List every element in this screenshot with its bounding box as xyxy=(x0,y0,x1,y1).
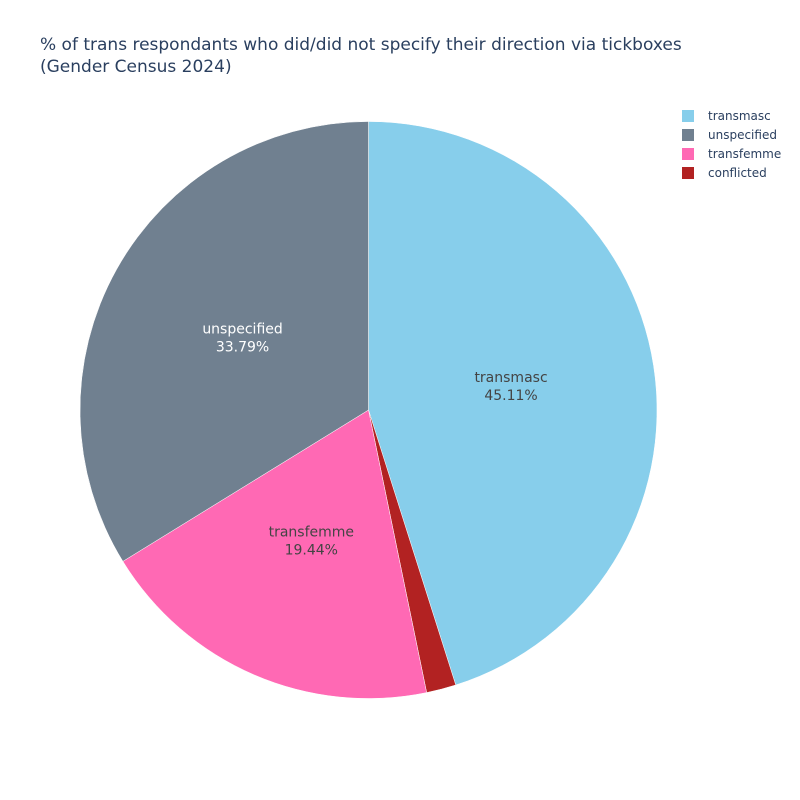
legend-item-transmasc[interactable]: transmasc xyxy=(682,106,781,125)
chart-title: % of trans respondants who did/did not s… xyxy=(40,34,682,78)
slice-label-unspecified: unspecified 33.79% xyxy=(202,322,282,356)
slice-label-name-transmasc: transmasc xyxy=(474,370,547,386)
legend: transmasc unspecified transfemme conflicted xyxy=(682,106,781,182)
legend-label-unspecified: unspecified xyxy=(708,127,777,142)
legend-label-conflicted: conflicted xyxy=(708,165,767,180)
slice-label-name-unspecified: unspecified xyxy=(202,322,282,338)
legend-swatch-conflicted xyxy=(682,166,694,179)
legend-label-transmasc: transmasc xyxy=(708,108,771,123)
slice-label-value-transmasc: 45.11% xyxy=(484,388,537,404)
legend-swatch-transfemme xyxy=(682,147,694,160)
legend-swatch-transmasc xyxy=(682,109,694,122)
pie-slice-unspecified[interactable] xyxy=(79,121,369,562)
legend-swatch-unspecified xyxy=(682,128,694,141)
slice-label-value-transfemme: 19.44% xyxy=(285,542,338,558)
slice-label-transfemme: transfemme 19.44% xyxy=(269,524,354,558)
chart-title-line-1: % of trans respondants who did/did not s… xyxy=(40,35,682,55)
pie-slice-transmasc[interactable] xyxy=(368,121,658,686)
pie-slice-transfemme[interactable] xyxy=(122,409,427,699)
chart-title-line-2: (Gender Census 2024) xyxy=(40,57,232,77)
legend-item-transfemme[interactable]: transfemme xyxy=(682,144,781,163)
legend-label-transfemme: transfemme xyxy=(708,146,782,161)
slice-label-value-unspecified: 33.79% xyxy=(216,340,269,356)
legend-item-conflicted[interactable]: conflicted xyxy=(682,163,781,182)
legend-item-unspecified[interactable]: unspecified xyxy=(682,125,781,144)
slice-label-name-transfemme: transfemme xyxy=(269,524,354,540)
slice-label-transmasc: transmasc 45.11% xyxy=(474,370,547,404)
